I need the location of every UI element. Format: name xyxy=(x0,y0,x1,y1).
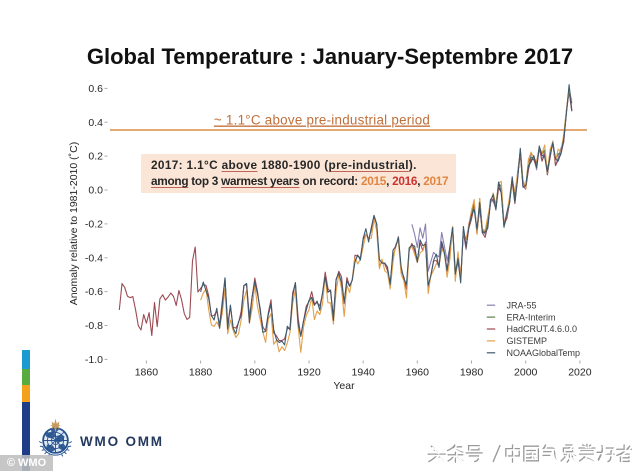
svg-text:NOAAGlobalTemp: NOAAGlobalTemp xyxy=(507,348,581,358)
svg-text:JRA-55: JRA-55 xyxy=(507,300,537,310)
svg-text:1880: 1880 xyxy=(189,367,213,379)
svg-text:1960: 1960 xyxy=(406,367,430,379)
svg-text:1940: 1940 xyxy=(352,367,376,379)
svg-text:~ 1.1°C above pre-industrial p: ~ 1.1°C above pre-industrial period xyxy=(214,113,430,128)
svg-text:0.2: 0.2 xyxy=(88,151,103,163)
svg-text:1860: 1860 xyxy=(135,367,159,379)
svg-text:0.4: 0.4 xyxy=(88,117,103,129)
svg-text:-0.4: -0.4 xyxy=(85,252,103,264)
svg-text:Anomaly relative to 1981-2010: Anomaly relative to 1981-2010 (˚C) xyxy=(68,142,80,305)
svg-text:HadCRUT.4.6.0.0: HadCRUT.4.6.0.0 xyxy=(507,324,578,334)
svg-text:ERA-Interim: ERA-Interim xyxy=(507,312,556,322)
svg-text:Year: Year xyxy=(333,380,355,392)
svg-text:GISTEMP: GISTEMP xyxy=(507,336,548,346)
svg-text:-1.0: -1.0 xyxy=(85,354,103,366)
svg-text:2000: 2000 xyxy=(514,367,538,379)
svg-text:-0.8: -0.8 xyxy=(85,320,103,332)
svg-text:0.0: 0.0 xyxy=(88,185,103,197)
svg-text:1920: 1920 xyxy=(297,367,321,379)
svg-text:-0.2: -0.2 xyxy=(85,219,103,231)
svg-text:2020: 2020 xyxy=(568,367,592,379)
svg-text:0.6: 0.6 xyxy=(88,83,103,95)
svg-text:-0.6: -0.6 xyxy=(85,286,103,298)
svg-text:1980: 1980 xyxy=(460,367,484,379)
svg-text:1900: 1900 xyxy=(243,367,267,379)
